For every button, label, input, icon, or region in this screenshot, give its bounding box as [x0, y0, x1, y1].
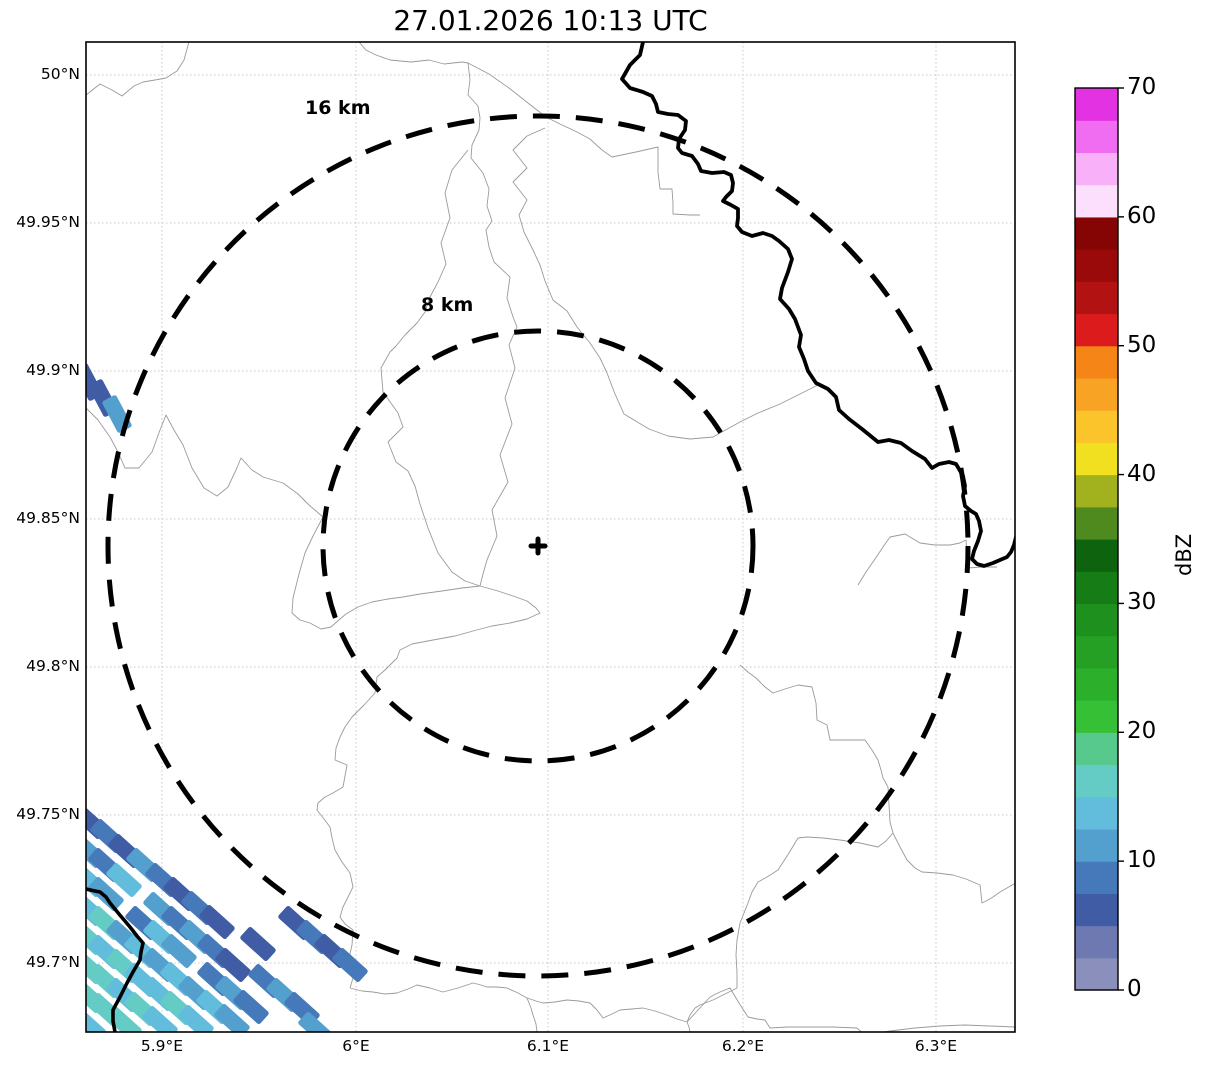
- admin-boundary-line: [686, 664, 894, 1023]
- colorbar-segment: [1075, 120, 1118, 154]
- y-tick-label: 49.8°N: [26, 657, 80, 675]
- colorbar-segment: [1075, 442, 1118, 476]
- colorbar-tick-label: 0: [1127, 976, 1142, 1002]
- admin-boundary-line: [380, 149, 481, 587]
- colorbar-segment: [1075, 474, 1118, 508]
- colorbar-tick-label: 70: [1127, 74, 1157, 100]
- x-tick-label: 6.1°E: [526, 1037, 570, 1055]
- admin-boundary-line: [316, 585, 541, 989]
- colorbar-axis-label: dBZ: [1172, 533, 1196, 576]
- river-border-line: [620, 42, 1015, 568]
- y-tick-label: 49.85°N: [16, 509, 80, 527]
- range-ring-circle: [320, 328, 756, 764]
- colorbar-segment: [1075, 667, 1118, 701]
- colorbar-segment: [1075, 216, 1118, 250]
- admin-boundary-line: [892, 832, 1015, 904]
- colorbar-segment: [1075, 571, 1118, 605]
- radar-echo-cell: [298, 1012, 334, 1032]
- colorbar-tick-label: 10: [1127, 847, 1157, 874]
- radar-echo-cell: [106, 1007, 142, 1032]
- colorbar-tick-label: 40: [1127, 460, 1157, 487]
- colorbar-segment: [1075, 957, 1118, 991]
- radar-echo-cell: [199, 905, 235, 939]
- y-tick-label: 49.75°N: [16, 805, 80, 823]
- y-tick-label: 50°N: [40, 65, 80, 83]
- x-tick-label: 6°E: [342, 1037, 370, 1055]
- colorbar-segment: [1075, 313, 1118, 347]
- radar-echo-cell: [161, 934, 197, 968]
- colorbar-tick-label: 60: [1127, 202, 1157, 229]
- admin-boundary-line: [86, 42, 190, 97]
- colorbar-segment: [1075, 184, 1118, 218]
- admin-boundary-line: [86, 407, 481, 630]
- admin-boundary-line: [467, 62, 700, 216]
- x-tick-label: 6.2°E: [721, 1037, 765, 1055]
- plot-title: 27.01.2026 10:13 UTC: [393, 4, 708, 37]
- colorbar-tick-label: 50: [1127, 331, 1157, 358]
- colorbar-segment: [1075, 281, 1118, 315]
- national-border-line: [86, 887, 145, 1032]
- map-layer: [86, 42, 1015, 1032]
- colorbar-segment: [1075, 410, 1118, 443]
- colorbar-segment: [1075, 925, 1118, 959]
- radar-echo-cell: [214, 1004, 250, 1032]
- colorbar-frame: [1074, 87, 1119, 991]
- colorbar-tick-label: 20: [1127, 718, 1157, 745]
- admin-boundary-line: [526, 997, 538, 1032]
- range-ring-circle: [105, 113, 971, 979]
- radar-echo-cell: [233, 990, 269, 1024]
- range-ring-label: 8 km: [421, 294, 474, 316]
- radar-echo-cell: [240, 927, 276, 961]
- colorbar-segment: [1075, 764, 1118, 798]
- colorbar-segment: [1075, 635, 1118, 669]
- colorbar-segment: [1075, 828, 1118, 862]
- colorbar-segment: [1075, 796, 1118, 830]
- radar-echo-cell: [332, 948, 368, 982]
- admin-boundary-line: [349, 982, 1015, 1032]
- colorbar-segment: [1075, 249, 1118, 282]
- x-tick-label: 6.3°E: [914, 1037, 958, 1055]
- colorbar-segment: [1075, 506, 1118, 540]
- colorbar-segment: [1075, 603, 1118, 637]
- colorbar-tick-label: 30: [1127, 589, 1157, 616]
- colorbar-segment: [1075, 861, 1118, 894]
- y-tick-label: 49.7°N: [26, 953, 80, 971]
- colorbar-segment: [1075, 539, 1118, 572]
- y-tick-label: 49.9°N: [26, 361, 80, 379]
- colorbar-segment: [1075, 700, 1118, 733]
- radar-echo-cell: [178, 1005, 214, 1032]
- admin-boundary-line: [686, 1021, 691, 1032]
- range-ring-label: 16 km: [305, 97, 371, 119]
- radar-echo-cell: [88, 877, 124, 911]
- colorbar-segment: [1075, 893, 1118, 927]
- colorbar-segment: [1075, 152, 1118, 186]
- admin-boundary-line: [512, 127, 819, 440]
- colorbar-segment: [1075, 377, 1118, 411]
- colorbar-segment: [1075, 732, 1118, 766]
- colorbar-segment: [1075, 345, 1118, 379]
- x-tick-label: 5.9°E: [140, 1037, 184, 1055]
- plot-frame: [85, 41, 1016, 1033]
- radar-echo-cell: [106, 863, 142, 897]
- radar-echo-cell: [215, 948, 251, 982]
- colorbar-segment: [1075, 88, 1118, 121]
- admin-boundary-line: [358, 42, 518, 587]
- y-tick-label: 49.95°N: [16, 213, 80, 231]
- radar-echo-cell: [86, 1008, 106, 1032]
